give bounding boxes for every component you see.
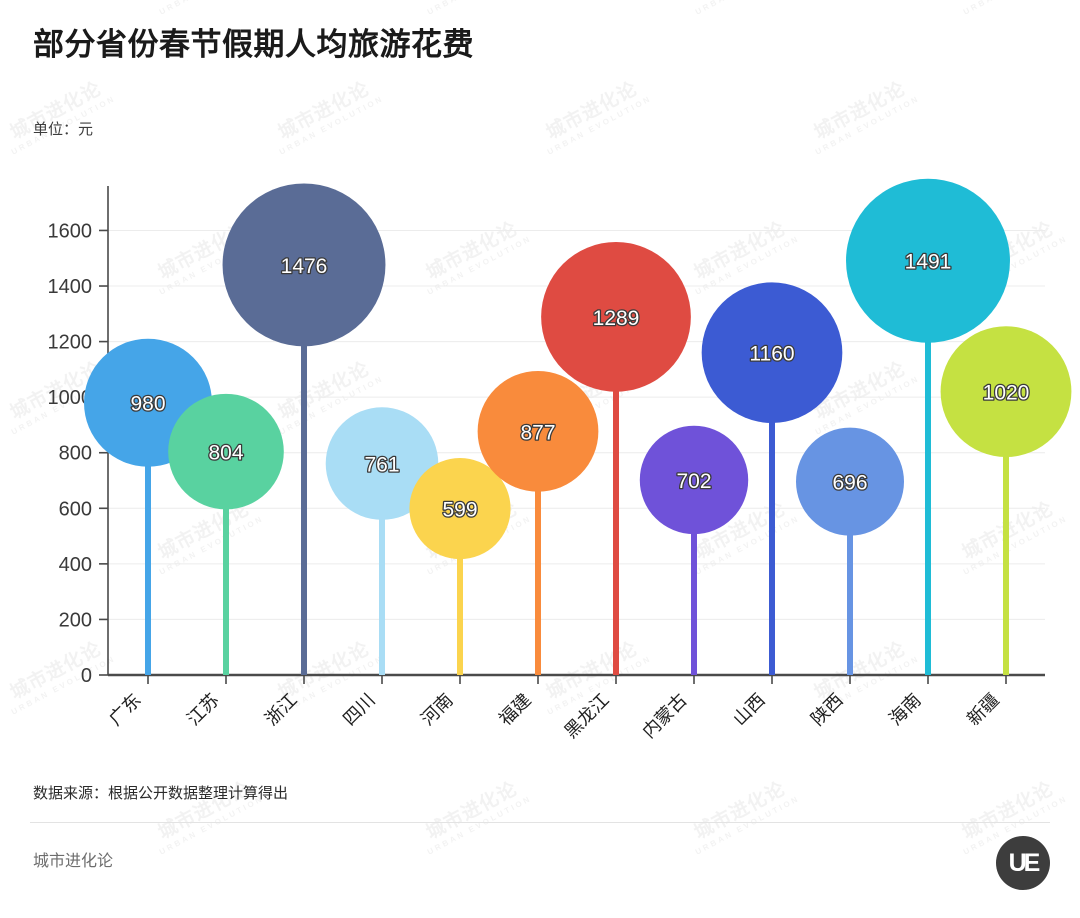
- bubble-value-label: 1491: [905, 251, 952, 274]
- x-axis-labels: 广东 江苏 浙江 四川 河南 福建 黑龙江 内蒙古 山西 陕西 海南 新疆: [105, 690, 1003, 742]
- bubble-value-label: 1020: [983, 382, 1030, 405]
- data-bubble[interactable]: [477, 370, 599, 492]
- bubble-value-label: 804: [208, 442, 243, 465]
- bubble-value-label: 877: [520, 421, 555, 444]
- data-bubble[interactable]: [222, 183, 386, 347]
- y-axis-tick-label: 200: [59, 609, 92, 631]
- bubble-value-label: 702: [676, 470, 711, 493]
- y-axis-tick-label: 1400: [48, 276, 93, 298]
- x-axis-category-label: 广东: [105, 690, 145, 730]
- y-axis-tick-label: 1000: [48, 387, 93, 409]
- x-axis-category-label: 黑龙江: [561, 690, 613, 742]
- bubble-value-label: 696: [832, 472, 867, 495]
- x-axis-category-label: 山西: [729, 690, 769, 730]
- x-axis-category-label: 新疆: [963, 690, 1003, 730]
- axes: 0 200 400 600 800 1000 1200 1400 1600: [48, 186, 1045, 687]
- data-bubble[interactable]: [168, 393, 284, 510]
- data-bubble[interactable]: [409, 457, 511, 560]
- data-bubble[interactable]: [325, 407, 439, 520]
- bubble-value-label: 599: [442, 499, 477, 522]
- data-bubble[interactable]: [796, 427, 904, 536]
- y-axis-tick-label: 400: [59, 554, 92, 576]
- y-axis-tick-label: 1200: [48, 332, 93, 354]
- logo-label: UE: [1008, 848, 1041, 877]
- bubble-value-label: 980: [130, 393, 165, 416]
- chart-header: 部分省份春节假期人均旅游花费: [33, 26, 474, 63]
- data-bubble[interactable]: [541, 241, 691, 392]
- source-note: 数据来源：根据公开数据整理计算得出: [33, 785, 289, 802]
- bubble-value-label: 1476: [281, 255, 328, 278]
- bubble-value-label: 761: [364, 454, 399, 477]
- footer-divider: [30, 822, 1050, 823]
- page-title: 部分省份春节假期人均旅游花费: [33, 27, 474, 62]
- bubbles: 980 804 1476 761 599 877 1289 702 1160 696 1491 102…: [84, 178, 1072, 560]
- x-axis-category-label: 陕西: [807, 690, 847, 730]
- bubble-value-label: 1160: [749, 343, 794, 366]
- chart-unit-label: 单位：元: [33, 121, 94, 138]
- ue-logo: UE: [996, 836, 1050, 890]
- bubble-lollipop-chart: 0 200 400 600 800 1000 1200 1400 1600 980 804 1476 7…: [48, 178, 1072, 742]
- x-axis-category-label: 江苏: [183, 690, 223, 730]
- data-bubble[interactable]: [940, 326, 1072, 458]
- data-bubble[interactable]: [701, 282, 843, 424]
- x-axis-category-label: 海南: [885, 690, 925, 730]
- y-axis-tick-label: 1600: [48, 220, 93, 242]
- x-axis-category-label: 河南: [417, 690, 457, 730]
- y-axis-tick-label: 0: [81, 665, 92, 687]
- x-axis-category-label: 浙江: [261, 690, 301, 730]
- brand-name: 城市进化论: [33, 853, 114, 870]
- x-axis-category-label: 内蒙古: [639, 690, 691, 742]
- data-bubble[interactable]: [639, 425, 749, 535]
- x-axis-category-label: 四川: [339, 690, 379, 730]
- bubble-value-label: 1289: [593, 307, 640, 330]
- y-axis-tick-label: 800: [59, 443, 92, 465]
- y-axis-tick-label: 600: [59, 498, 92, 520]
- data-bubble[interactable]: [846, 178, 1010, 343]
- x-axis-category-label: 福建: [495, 690, 535, 730]
